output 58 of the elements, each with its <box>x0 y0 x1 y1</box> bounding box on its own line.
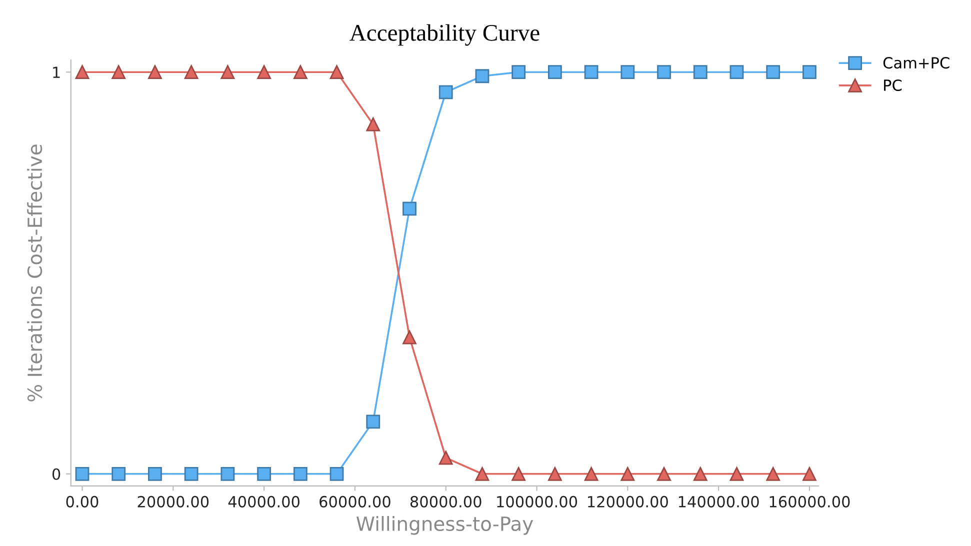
x-tick-label: 20000.00 <box>138 496 209 508</box>
point <box>548 65 562 80</box>
point <box>257 65 271 80</box>
point <box>584 466 598 481</box>
point <box>512 65 526 80</box>
point <box>730 466 744 481</box>
x-tick-label: 80000.00 <box>410 496 482 508</box>
y-axis-title: % Iterations Cost-Effective <box>27 144 42 402</box>
point <box>75 65 90 80</box>
point <box>620 466 635 481</box>
point <box>366 414 380 429</box>
chart-title: Acceptability Curve <box>350 24 540 46</box>
x-axis-title: Willingness-to-Pay <box>356 516 534 535</box>
point <box>330 466 344 481</box>
point <box>402 202 416 216</box>
point <box>512 466 526 481</box>
point <box>220 65 235 80</box>
point <box>475 69 490 84</box>
x-tick-label: 40000.00 <box>228 496 300 508</box>
point <box>184 65 198 80</box>
point <box>293 466 308 481</box>
point <box>184 466 198 481</box>
legend-label: PC <box>884 79 902 92</box>
point <box>548 466 562 481</box>
point <box>75 466 90 481</box>
point <box>584 65 598 80</box>
x-tick-label: 0.00 <box>66 496 98 508</box>
point <box>402 330 416 344</box>
x-tick-label: 100000.00 <box>497 496 578 508</box>
point <box>220 466 235 481</box>
point <box>766 466 780 481</box>
point <box>438 450 453 465</box>
point <box>330 65 344 80</box>
point <box>657 466 671 481</box>
x-tick-label: 160000.00 <box>770 496 850 508</box>
point <box>148 65 162 80</box>
point <box>257 466 271 481</box>
point <box>148 466 162 481</box>
y-tick-label: 0 <box>52 468 60 480</box>
point <box>475 466 490 481</box>
x-tick-label: 60000.00 <box>320 496 390 508</box>
point <box>366 117 380 132</box>
point <box>693 65 708 80</box>
point <box>657 65 671 80</box>
point <box>802 65 816 80</box>
point <box>620 65 635 80</box>
x-tick-label: 120000.00 <box>588 496 668 508</box>
legend-label: Cam+PC <box>883 57 950 69</box>
point <box>802 466 816 481</box>
y-tick-label: 1 <box>53 66 60 78</box>
point <box>293 65 308 80</box>
point <box>766 65 780 80</box>
point <box>112 65 126 80</box>
point <box>438 85 453 100</box>
point <box>112 466 126 481</box>
x-tick-label: 140000.00 <box>678 496 759 508</box>
point <box>693 466 708 481</box>
point <box>730 65 744 80</box>
